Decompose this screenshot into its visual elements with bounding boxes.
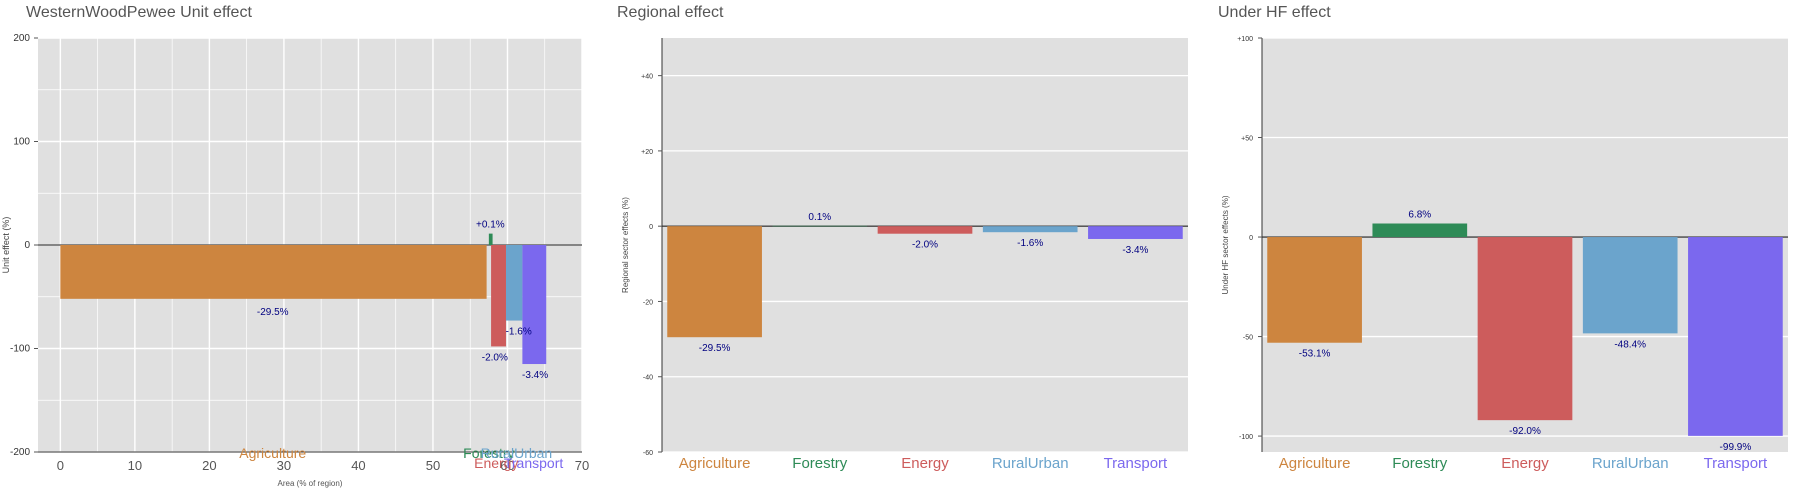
data-label: -53.1% [1299, 349, 1331, 360]
bar-agriculture [1267, 237, 1362, 343]
data-label: -48.4% [1614, 339, 1646, 350]
category-label: Forestry [463, 445, 514, 461]
data-label: -2.0% [912, 240, 938, 251]
data-label: -99.9% [1720, 442, 1752, 453]
y-tick-label: 0 [1249, 235, 1253, 242]
data-label: -29.5% [699, 343, 731, 354]
x-tick-label: 40 [351, 458, 365, 473]
data-label: -3.4% [1122, 245, 1148, 256]
under-hf-effect-title: Under HF effect [1218, 4, 1331, 21]
data-label: 6.8% [1408, 210, 1431, 221]
under-hf-effect-panel: Under HF effect +100 +50 0 -50 -100 Under HF … [1200, 0, 1800, 500]
y-tick-label: +20 [641, 149, 653, 156]
under-hf-effect-chart: +100 +50 0 -50 -100 Under HF sector effects (… [1221, 36, 1788, 472]
category-label: Energy [1501, 455, 1549, 472]
bar-agriculture [667, 226, 762, 338]
category-label: Transport [1704, 455, 1768, 472]
category-label: RuralUrban [481, 445, 553, 461]
y-tick-label: +50 [1241, 136, 1253, 143]
bar-ruralurban [1582, 237, 1678, 334]
y-tick-label: 0 [24, 240, 30, 251]
regional-effect-panel: Regional effect +40 +20 0 -20 -40 -60 Regional… [600, 0, 1200, 500]
x-tick-label: 60 [500, 458, 514, 473]
x-tick-label: 70 [575, 458, 589, 473]
y-tick-label: -60 [643, 450, 653, 457]
y-tick-label: 0 [649, 224, 653, 231]
x-tick-label: 30 [277, 458, 291, 473]
y-axis-label: Under HF sector effects (%) [1221, 195, 1230, 294]
category-label: Energy [901, 455, 949, 472]
bar-energy [491, 245, 506, 347]
bar-transport [1088, 226, 1183, 239]
y-tick-label: -100 [1239, 434, 1253, 441]
category-label: Agriculture [1279, 455, 1351, 472]
x-tick-label: 10 [128, 458, 142, 473]
data-label: -29.5% [257, 307, 289, 318]
regional-effect-chart: +40 +20 0 -20 -40 -60 Regional sector effects … [621, 38, 1188, 472]
y-tick-label: -40 [643, 375, 653, 382]
bar-agriculture [60, 245, 487, 299]
data-label: -2.0% [482, 352, 508, 363]
category-label: Transport [504, 455, 564, 471]
x-tick-label: 20 [202, 458, 216, 473]
y-tick-label: 200 [13, 33, 30, 44]
bar-forestry [1372, 223, 1468, 238]
x-tick-label: 50 [426, 458, 440, 473]
bar-energy [877, 226, 973, 234]
data-label: 0.1% [808, 212, 831, 223]
unit-effect-chart: 200 100 0 -100 -200 0 10 20 30 40 50 60 70 Area (% of… [1, 33, 589, 488]
data-label: -1.6% [1017, 238, 1043, 249]
bar-ruralurban [505, 245, 523, 321]
category-label: RuralUrban [992, 455, 1069, 472]
y-tick-label: -20 [643, 299, 653, 306]
category-label: Energy [474, 455, 518, 471]
x-tick-label: 0 [57, 458, 64, 473]
bar-energy [1477, 237, 1573, 421]
x-axis-label: Area (% of region) [278, 479, 343, 488]
data-label: -1.6% [506, 327, 532, 338]
data-label: -3.4% [522, 370, 548, 381]
category-label: Forestry [1392, 455, 1448, 472]
y-axis-label: Unit effect (%) [1, 217, 11, 274]
bar-forestry [488, 233, 493, 245]
y-tick-label: 100 [13, 137, 30, 148]
regional-effect-title: Regional effect [617, 4, 724, 21]
bar-transport [1688, 237, 1783, 436]
y-tick-label: +40 [641, 74, 653, 81]
y-axis-label: Regional sector effects (%) [621, 197, 630, 293]
category-label: RuralUrban [1592, 455, 1669, 472]
category-label: Agriculture [679, 455, 751, 472]
data-label: +0.1% [476, 220, 505, 231]
bar-ruralurban [982, 226, 1078, 233]
y-tick-label: -200 [10, 447, 30, 458]
unit-effect-panel: WesternWoodPewee Unit effect 200 100 0 -100… [0, 0, 600, 500]
data-label: -92.0% [1509, 426, 1541, 437]
y-tick-label: -50 [1243, 335, 1253, 342]
unit-effect-title: WesternWoodPewee Unit effect [26, 4, 252, 21]
category-label: Transport [1104, 455, 1168, 472]
bar-transport [522, 245, 547, 365]
y-tick-label: -100 [10, 344, 30, 355]
category-label: Agriculture [239, 445, 306, 461]
bar-forestry [772, 225, 868, 227]
y-tick-label: +100 [1237, 36, 1253, 43]
category-label: Forestry [792, 455, 848, 472]
